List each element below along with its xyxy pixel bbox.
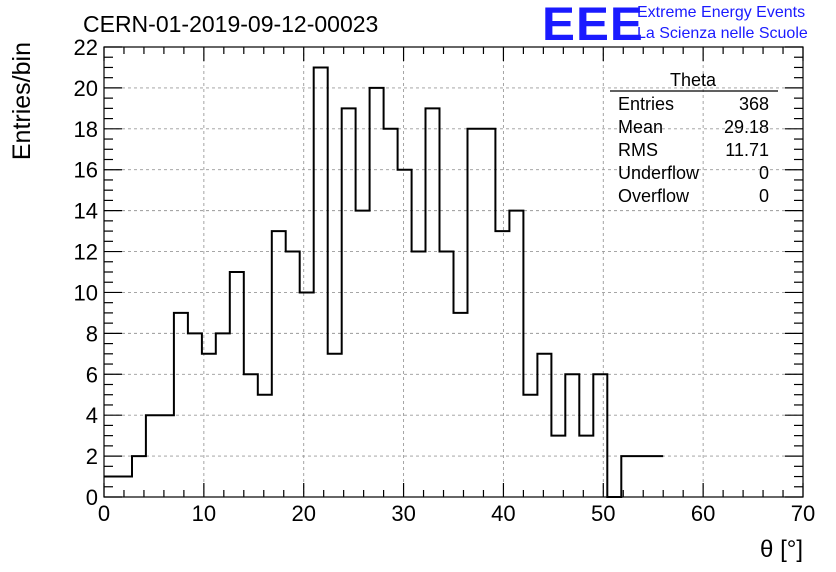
axis-tick-labels: 0 10 20 30 40 50 60 70 0 2 4 6 8 10 12 14 16 18 20 22 bbox=[74, 35, 816, 526]
stats-row-value: 29.18 bbox=[724, 117, 769, 137]
stats-row-label: Entries bbox=[618, 94, 674, 114]
stats-row-label: Mean bbox=[618, 117, 663, 137]
y-tick-label: 0 bbox=[86, 485, 98, 510]
x-tick-label: 60 bbox=[691, 501, 715, 526]
stats-row-value: 0 bbox=[759, 186, 769, 206]
x-tick-label: 20 bbox=[291, 501, 315, 526]
y-tick-label: 6 bbox=[86, 362, 98, 387]
logo-line-2: La Scienza nelle Scuole bbox=[637, 25, 808, 42]
x-tick-label: 30 bbox=[391, 501, 415, 526]
stats-box-rows: Entries 368 Mean 29.18 RMS 11.71 Underflow 0 Ove… bbox=[618, 94, 769, 206]
eee-logo: EEE bbox=[542, 0, 644, 50]
y-tick-label: 18 bbox=[74, 117, 98, 142]
stats-row-value: 368 bbox=[739, 94, 769, 114]
stats-row-label: Underflow bbox=[618, 163, 700, 183]
stats-row-label: Overflow bbox=[618, 186, 690, 206]
y-tick-label: 8 bbox=[86, 321, 98, 346]
y-tick-label: 12 bbox=[74, 240, 98, 265]
x-tick-label: 40 bbox=[491, 501, 515, 526]
x-tick-label: 70 bbox=[791, 501, 815, 526]
x-tick-label: 50 bbox=[591, 501, 615, 526]
stats-row-label: RMS bbox=[618, 140, 658, 160]
stats-box-title: Theta bbox=[670, 70, 717, 90]
y-tick-label: 16 bbox=[74, 158, 98, 183]
logo-line-1: Extreme Energy Events bbox=[637, 4, 806, 21]
stats-box: Theta Entries 368 Mean 29.18 RMS 11.71 Underfl… bbox=[610, 70, 778, 206]
y-tick-label: 14 bbox=[74, 199, 98, 224]
y-tick-label: 10 bbox=[74, 280, 98, 305]
y-tick-label: 22 bbox=[74, 35, 98, 60]
stats-row-value: 11.71 bbox=[725, 140, 769, 160]
y-tick-label: 4 bbox=[86, 403, 98, 428]
run-title: CERN-01-2019-09-12-00023 bbox=[83, 11, 378, 37]
histogram-step-line bbox=[104, 66, 664, 498]
y-tick-label: 2 bbox=[86, 444, 98, 469]
x-tick-label: 0 bbox=[98, 501, 110, 526]
stats-row-value: 0 bbox=[759, 163, 769, 183]
x-tick-label: 10 bbox=[192, 501, 216, 526]
x-axis-label: θ [°] bbox=[760, 536, 803, 563]
y-axis-label: Entries/bin bbox=[8, 42, 36, 160]
y-tick-label: 20 bbox=[74, 76, 98, 101]
axis-ticks bbox=[103, 46, 804, 498]
